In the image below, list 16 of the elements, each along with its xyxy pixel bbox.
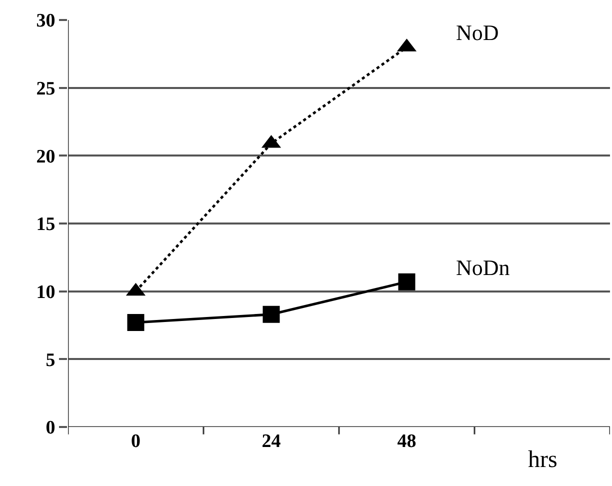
x-tick-label: 24 bbox=[262, 431, 282, 452]
y-tick-label: 20 bbox=[36, 146, 56, 168]
x-tick-label: 0 bbox=[131, 431, 140, 452]
y-tick-label: 10 bbox=[36, 282, 56, 303]
x-axis-title: hrs bbox=[528, 447, 558, 473]
series-label: NoDn bbox=[456, 255, 510, 280]
y-tick-label: 25 bbox=[36, 78, 56, 100]
point bbox=[262, 306, 280, 323]
y-tick-label: 0 bbox=[46, 418, 56, 439]
y-tick-label: 30 bbox=[36, 10, 56, 32]
point bbox=[398, 273, 416, 290]
point bbox=[127, 314, 144, 332]
y-tick-label: 5 bbox=[46, 350, 56, 371]
y-tick-label: 15 bbox=[36, 214, 56, 236]
series-label: NoD bbox=[456, 20, 499, 45]
x-tick-label: 48 bbox=[397, 431, 416, 452]
